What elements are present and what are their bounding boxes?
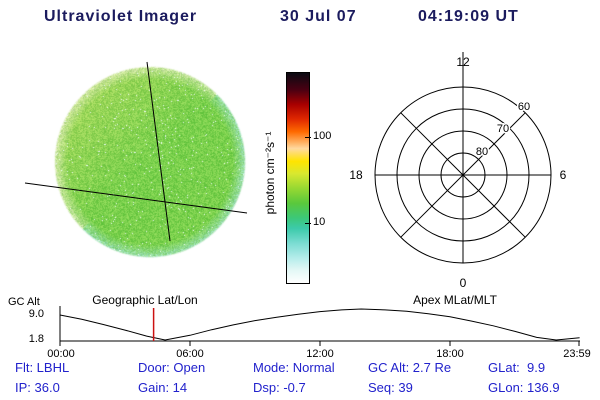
- status-ip: IP: 36.0: [15, 380, 60, 395]
- alt-ytick-1-8: 1.8: [29, 333, 44, 345]
- polar-ring-label-80: 80: [476, 146, 488, 158]
- status-glon: GLon: 136.9: [488, 380, 560, 395]
- colorbar-tickmark-100: [305, 137, 311, 138]
- alt-xtick-1200: 12:00: [306, 348, 334, 360]
- polar-hour-12: 12: [456, 55, 470, 69]
- alt-xtick-0000: 00:00: [47, 348, 75, 360]
- polar-ring-label-60: 60: [518, 101, 530, 113]
- alt-axis-label: GC Alt: [8, 296, 40, 308]
- polar-plot: 12 6 18 0 60 70 80: [349, 52, 567, 290]
- status-flt: Flt: LBHL: [15, 360, 70, 375]
- status-gc-alt: GC Alt: 2.7 Re: [368, 360, 452, 375]
- polar-ring-label-70: 70: [497, 123, 509, 135]
- polar-hour-6: 6: [560, 168, 567, 182]
- alt-xtick-2359: 23:59: [563, 348, 591, 360]
- page-title: Ultraviolet Imager: [44, 8, 198, 25]
- crosshair-horizontal-line: [24, 182, 248, 214]
- status-mode: Mode: Normal: [253, 360, 335, 375]
- status-glat: GLat: 9.9: [488, 360, 546, 375]
- header-date: 30 Jul 07: [280, 8, 357, 25]
- header-time: 04:19:09 UT: [418, 8, 519, 25]
- alt-curve: [59, 308, 580, 341]
- status-door: Door: Open: [138, 360, 206, 375]
- crosshair-vertical-line: [146, 61, 171, 242]
- polar-hour-0: 0: [460, 276, 467, 290]
- status-seq: Seq: 39: [368, 380, 413, 395]
- polar-spoke-diagonal-2: [400, 112, 526, 238]
- status-dsp: Dsp: -0.7: [253, 380, 306, 395]
- disk-crosshair-lines: [24, 61, 248, 242]
- uvi-disk-image: [52, 64, 248, 260]
- alt-ytick-9: 9.0: [29, 308, 44, 320]
- colorbar-label: photon cm⁻²s⁻¹: [263, 131, 277, 215]
- colorbar-tick-10: 10: [313, 216, 326, 228]
- altitude-chart: Geographic Lat/Lon Apex MLat/MLT GC Alt …: [8, 294, 591, 360]
- status-gain: Gain: 14: [138, 380, 188, 395]
- alt-xtick-1800: 18:00: [436, 348, 464, 360]
- polar-hour-18: 18: [349, 168, 363, 182]
- colorbar-tick-100: 100: [313, 130, 332, 142]
- caption-apex: Apex MLat/MLT: [413, 294, 497, 307]
- colorbar-tickmark-10: [305, 223, 311, 224]
- alt-xtick-0600: 06:00: [176, 348, 204, 360]
- colorbar: [286, 72, 310, 284]
- caption-geographic: Geographic Lat/Lon: [92, 294, 197, 307]
